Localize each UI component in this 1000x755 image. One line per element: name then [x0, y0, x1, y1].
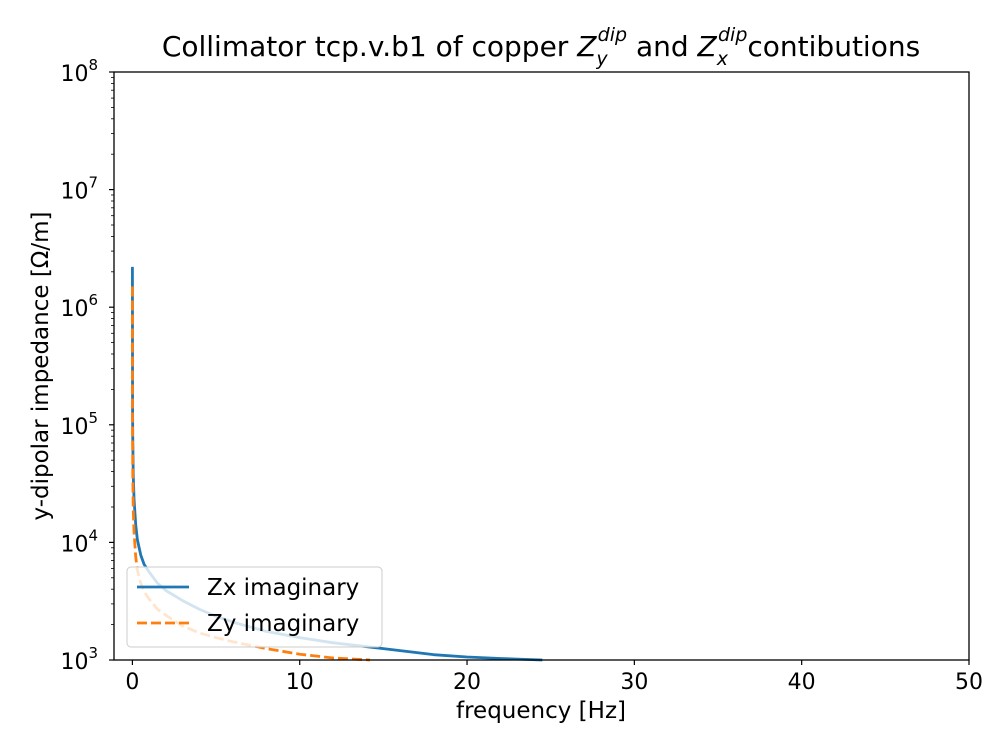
title-z1-sub: y	[595, 48, 608, 70]
title-z1-base: Z	[576, 30, 597, 63]
ticks-layer: 0 10 20 30 40 50 103 104 105 106 107 108	[60, 56, 983, 695]
title-z2-sub: x	[716, 48, 729, 70]
title-prefix: Collimator tcp.v.b1 of copper	[162, 30, 577, 63]
x-tick-label: 0	[125, 670, 139, 695]
title-z1-sup: dip	[598, 24, 627, 46]
legend-label-zy: Zy imaginary	[207, 611, 359, 637]
x-tick-label: 10	[286, 670, 314, 695]
x-tick-label: 40	[788, 670, 816, 695]
y-tick-label: 103	[60, 644, 98, 675]
y-tick-label: 107	[60, 174, 98, 205]
y-tick-label: 104	[60, 526, 98, 557]
x-tick-label: 30	[620, 670, 648, 695]
x-axis-label: frequency [Hz]	[456, 698, 626, 724]
y-tick-label: 108	[60, 56, 98, 87]
x-tick-label: 50	[955, 670, 983, 695]
title-mid: and	[627, 30, 697, 63]
y-axis-label: y-dipolar impedance [Ω/m]	[28, 211, 54, 520]
title-z2-base: Z	[697, 30, 718, 63]
y-tick-label: 105	[60, 409, 98, 440]
title-z2-sup: dip	[718, 24, 747, 46]
legend-box	[126, 566, 383, 648]
plot-frame	[113, 71, 970, 661]
y-tick-label: 106	[60, 291, 98, 322]
legend: Zx imaginary Zy imaginary	[126, 566, 383, 648]
chart-title: Collimator tcp.v.b1 of copper Zydip and …	[162, 24, 920, 70]
title-suffix: contibutions	[747, 30, 920, 63]
x-tick-label: 20	[453, 670, 481, 695]
legend-label-zx: Zx imaginary	[207, 575, 359, 601]
